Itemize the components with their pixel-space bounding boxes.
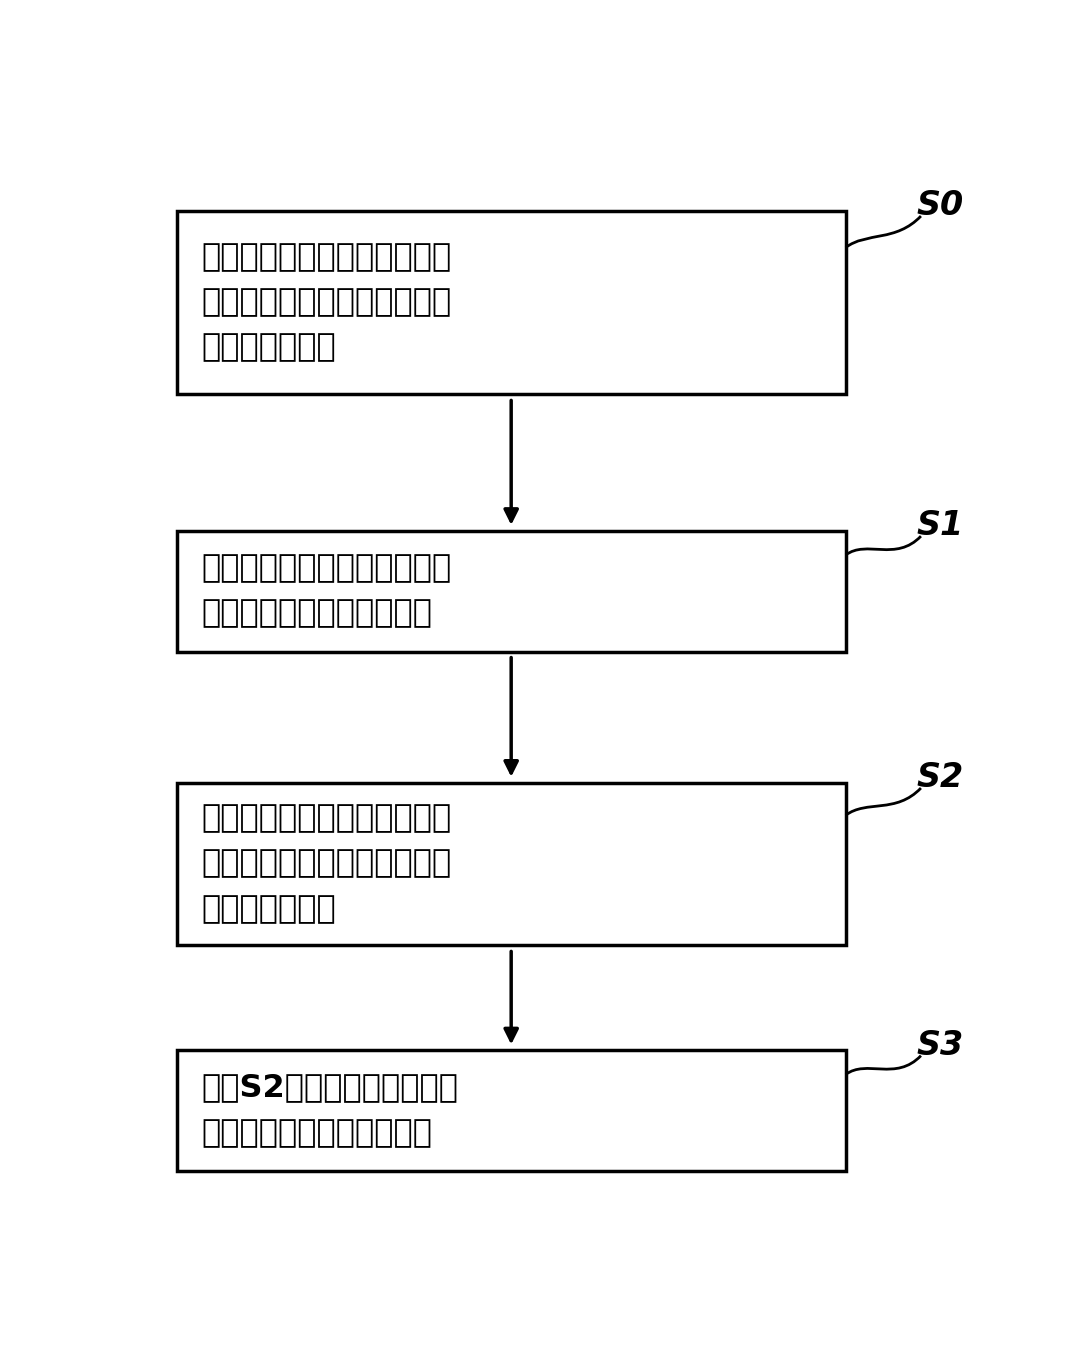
- Text: 重复S2步骤，直至将化合物
溶液冷却至出现化合物结晶: 重复S2步骤，直至将化合物 溶液冷却至出现化合物结晶: [202, 1073, 459, 1149]
- FancyBboxPatch shape: [177, 211, 846, 394]
- Text: S1: S1: [917, 510, 964, 542]
- Text: S3: S3: [917, 1029, 964, 1062]
- Text: 加热化合物溶液，蒸发化合物
溶液中的水分以使化合物溶液
形成过饱和溶液: 加热化合物溶液，蒸发化合物 溶液中的水分以使化合物溶液 形成过饱和溶液: [202, 241, 452, 364]
- Text: S0: S0: [917, 189, 964, 222]
- Text: 将化合物溶液输送到温度范围
更低一级的下一级冷却室内，
冷却化合物溶液: 将化合物溶液输送到温度范围 更低一级的下一级冷却室内， 冷却化合物溶液: [202, 803, 452, 925]
- FancyBboxPatch shape: [177, 1051, 846, 1171]
- FancyBboxPatch shape: [177, 782, 846, 946]
- FancyBboxPatch shape: [177, 530, 846, 652]
- Text: 在温度处于设定温度范围内的
冷却室内，冷却化合物溶液: 在温度处于设定温度范围内的 冷却室内，冷却化合物溶液: [202, 553, 452, 630]
- Text: S2: S2: [917, 761, 964, 795]
